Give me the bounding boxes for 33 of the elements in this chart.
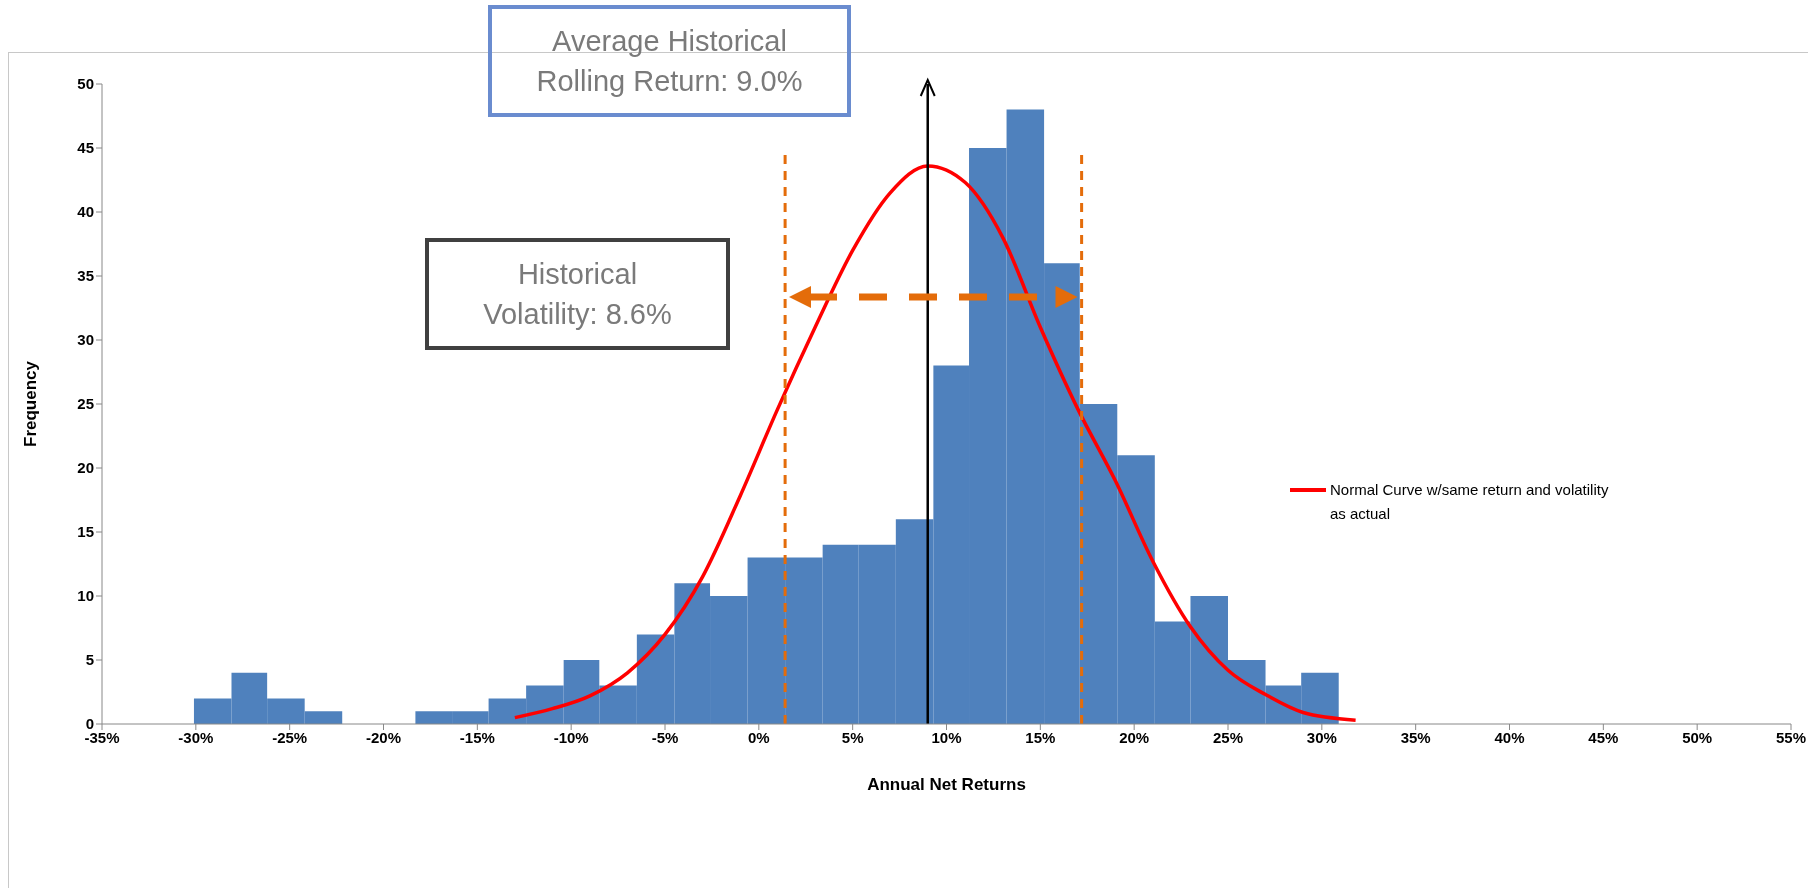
- y-tick-label: 30: [77, 331, 94, 349]
- y-axis-title: Frequency: [21, 360, 41, 447]
- x-tick-label: 55%: [1775, 728, 1807, 746]
- legend-label: Normal Curve w/same return and volatility as actual: [1330, 480, 1610, 524]
- y-tick-label: 25: [77, 395, 94, 413]
- x-tick-label: -25%: [272, 728, 308, 746]
- x-tick-label: -5%: [651, 728, 679, 746]
- x-tick-label: 50%: [1682, 728, 1713, 746]
- y-tick-label: 5: [85, 651, 94, 669]
- y-tick-label: 20: [77, 459, 94, 477]
- x-axis-title: Annual Net Returns: [867, 775, 1026, 794]
- y-tick-label: 15: [77, 523, 94, 541]
- x-tick-label: 30%: [1306, 728, 1337, 746]
- x-tick-label: 0%: [747, 728, 770, 746]
- x-tick-label: 10%: [931, 728, 962, 746]
- y-tick-label: 10: [77, 587, 94, 605]
- y-tick-label: 50: [77, 75, 94, 93]
- x-tick-label: 15%: [1025, 728, 1056, 746]
- x-tick-label: 25%: [1212, 728, 1244, 746]
- x-tick-label: 20%: [1119, 728, 1150, 746]
- x-tick-label: -30%: [178, 728, 214, 746]
- x-tick-label: 5%: [841, 728, 864, 746]
- y-tick-label: 35: [77, 267, 94, 285]
- y-tick-label: 45: [77, 139, 94, 157]
- x-tick-label: -10%: [553, 728, 589, 746]
- x-tick-label: -15%: [459, 728, 495, 746]
- x-tick-label: 45%: [1588, 728, 1619, 746]
- x-tick-label: 40%: [1494, 728, 1525, 746]
- x-tick-label: -20%: [365, 728, 402, 746]
- annotation: Historical Volatility: 8.6%: [425, 238, 730, 350]
- annotation: Average Historical Rolling Return: 9.0%: [488, 5, 851, 117]
- x-tick-label: 35%: [1400, 728, 1431, 746]
- y-tick-label: 40: [77, 203, 94, 221]
